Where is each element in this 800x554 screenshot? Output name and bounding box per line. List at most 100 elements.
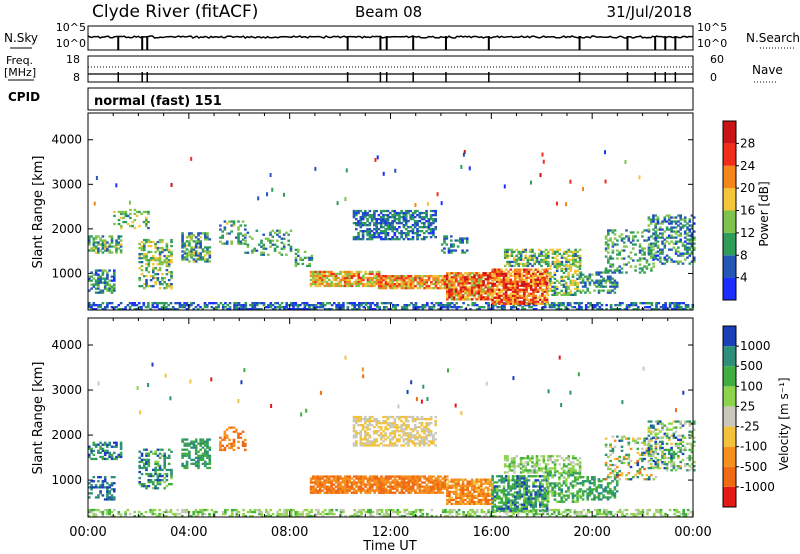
cell-14 [382,222,385,225]
cell-16 [533,262,536,266]
cell-1 [103,281,107,284]
cell-16 [524,250,527,253]
cell-6 [391,487,395,490]
cell-1 [94,291,98,294]
cell-0 [587,510,590,514]
cell-16 [572,250,575,253]
cell-12 [527,270,531,273]
cell-14 [395,222,399,225]
cell-14 [384,224,387,227]
cell-0 [646,510,649,514]
cell-16 [540,260,543,264]
cell-6 [219,224,222,227]
cell-3 [120,212,123,216]
cell-5 [241,440,245,443]
cell-14 [391,214,394,217]
cell-17 [604,269,608,272]
cell-13 [574,283,577,286]
cell-1 [99,486,102,489]
cell-14 [404,218,408,221]
cell-9 [312,272,315,276]
cell-0 [342,508,345,512]
cell-16 [560,254,564,257]
cell-12 [525,302,528,305]
cell-19 [693,230,696,233]
cell-12 [511,302,515,305]
cell-5 [223,436,227,439]
cell-6 [334,481,338,484]
cell-11 [461,280,465,283]
cell-12 [541,272,544,275]
cell-9 [309,272,313,276]
cell-16 [531,250,534,253]
cell-9 [318,282,322,286]
cell-14 [364,214,367,217]
cell-12 [545,296,549,299]
cell-16 [517,264,521,268]
cell-5 [192,258,196,261]
cell-13 [553,277,557,280]
cell-14 [357,224,360,227]
cell-0 [294,304,298,307]
cell-9 [366,278,370,282]
cell-3 [158,466,162,470]
cell-4 [181,448,184,451]
cell-11 [459,276,463,279]
cell-12 [534,284,537,287]
cell-19 [674,216,678,219]
cell-15 [447,247,451,250]
cell-6 [377,485,381,488]
cell-14 [375,222,378,225]
cell-sparse [581,187,584,192]
cell-19 [656,228,660,231]
cell-3 [154,479,157,482]
cell-17 [604,281,608,284]
cell-0 [528,304,531,307]
cell-11 [475,272,479,275]
cell-13 [549,283,552,286]
cell-13 [555,291,559,294]
cell-4 [163,255,166,258]
cell-0 [412,512,415,516]
cell-0 [491,308,495,311]
cell-0 [230,512,234,516]
cell-13 [574,269,577,272]
cell-10 [414,277,417,280]
cell-9 [355,280,358,284]
cell-12 [525,278,528,281]
cell-0 [473,512,477,516]
cell-0 [446,306,450,309]
cell-0 [555,304,558,307]
cell-16 [522,264,525,268]
cell-9 [337,284,340,288]
cell-0 [539,512,543,516]
cell-10 [416,287,420,290]
cell-12 [504,288,508,291]
cell-17 [593,289,596,292]
cell-14 [429,232,433,235]
cell-12 [509,302,513,305]
cell-12 [529,300,533,303]
cell-2 [101,455,105,459]
cell-12 [534,288,537,291]
cell-0 [525,512,529,516]
cell-14 [420,216,424,219]
cell-19 [674,252,678,255]
cell-1 [94,271,98,274]
cell-12 [502,280,506,283]
cell-17 [609,289,612,292]
cell-11 [450,298,454,301]
cell-0 [251,510,254,514]
cell-14 [389,211,392,215]
cell-10 [400,279,404,282]
cell-12 [527,298,531,301]
cell-14 [391,220,394,223]
cell-12 [523,290,526,293]
cell-9 [341,270,345,274]
cell-6 [359,487,363,490]
cell-18 [641,269,644,272]
cell-0 [385,302,388,305]
cell-0 [99,304,102,307]
cell-0 [544,510,547,514]
cell-12 [543,278,547,281]
